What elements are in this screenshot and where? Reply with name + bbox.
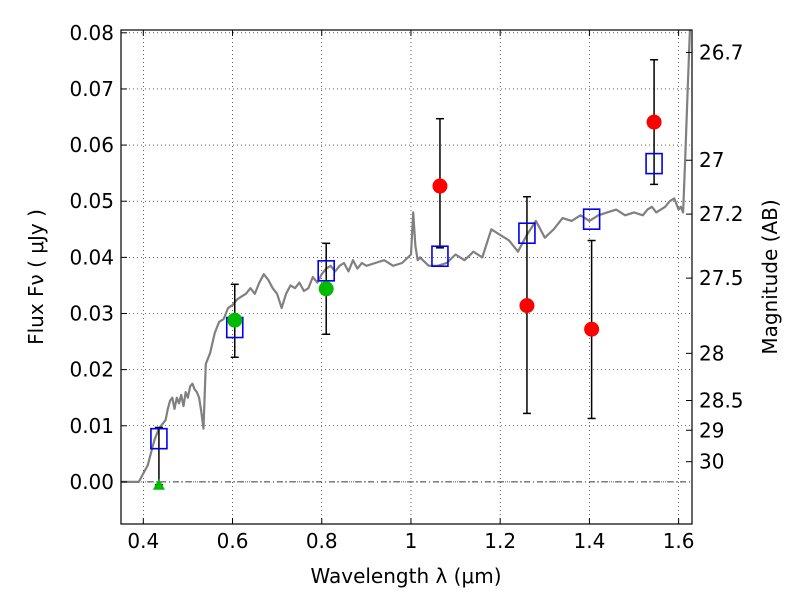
x-tick-label: 1.4 xyxy=(573,529,605,553)
y-tick-label: 0.02 xyxy=(69,358,114,382)
y-tick-label: 0.00 xyxy=(69,470,114,494)
model-square-marker xyxy=(431,245,449,268)
y-tick-label: 0.08 xyxy=(69,21,114,45)
x-tick-label: 0.8 xyxy=(306,529,338,553)
model-square-marker xyxy=(582,208,601,230)
right-tick-label: 28.5 xyxy=(699,389,744,413)
y-tick-label: 0.07 xyxy=(69,77,114,101)
observed-point-marker xyxy=(584,321,600,337)
x-tick-label: 1 xyxy=(405,529,418,553)
grid-lines xyxy=(121,30,692,524)
observed-point-marker xyxy=(646,114,662,130)
template-sed-line xyxy=(121,30,692,483)
y-tick-label: 0.04 xyxy=(69,245,114,269)
right-tick-label: 28 xyxy=(699,341,724,365)
right-tick-label: 27.5 xyxy=(699,266,744,290)
x-tick-label: 0.6 xyxy=(217,529,249,553)
right-tick-label: 27.2 xyxy=(699,202,744,226)
right-tick-label: 30 xyxy=(699,450,724,474)
y-tick-label: 0.01 xyxy=(69,414,114,438)
y-tick-label: 0.03 xyxy=(69,301,114,325)
tick-labels: 0.4 0.6 0.8 1 1.2 1.4 1.6 0.00 0.01 0.02 0.03 0.04 0… xyxy=(69,21,743,553)
y-tick-label: 0.05 xyxy=(69,189,114,213)
error-bars xyxy=(154,59,659,486)
upper-limit-triangle-marker xyxy=(152,478,165,490)
model-square-marker xyxy=(645,152,663,175)
x-tick-label: 1.2 xyxy=(484,529,516,553)
x-tick-label: 1.6 xyxy=(663,529,695,553)
model-square-marker xyxy=(317,260,336,282)
plot-frame xyxy=(120,29,693,525)
y-axis-title: Flux Fν ( μJy ) xyxy=(24,209,48,345)
observed-point-marker xyxy=(227,312,243,328)
model-square-marker xyxy=(150,427,168,450)
model-square-marker xyxy=(518,222,536,245)
axis-ticks xyxy=(121,30,692,524)
x-tick-label: 0.4 xyxy=(127,529,159,553)
observed-point-marker xyxy=(318,281,334,297)
observed-point-marker xyxy=(519,298,535,314)
observed-point-marker xyxy=(432,178,448,194)
right-axis-title: Magnitude (AB) xyxy=(758,199,782,354)
right-tick-label: 26.7 xyxy=(699,40,744,64)
right-tick-label: 27 xyxy=(699,148,724,172)
data-markers xyxy=(150,114,663,490)
x-axis-title: Wavelength λ (μm) xyxy=(310,564,501,588)
right-tick-label: 29 xyxy=(699,418,724,442)
y-tick-label: 0.06 xyxy=(69,133,114,157)
template-sed xyxy=(121,30,692,483)
